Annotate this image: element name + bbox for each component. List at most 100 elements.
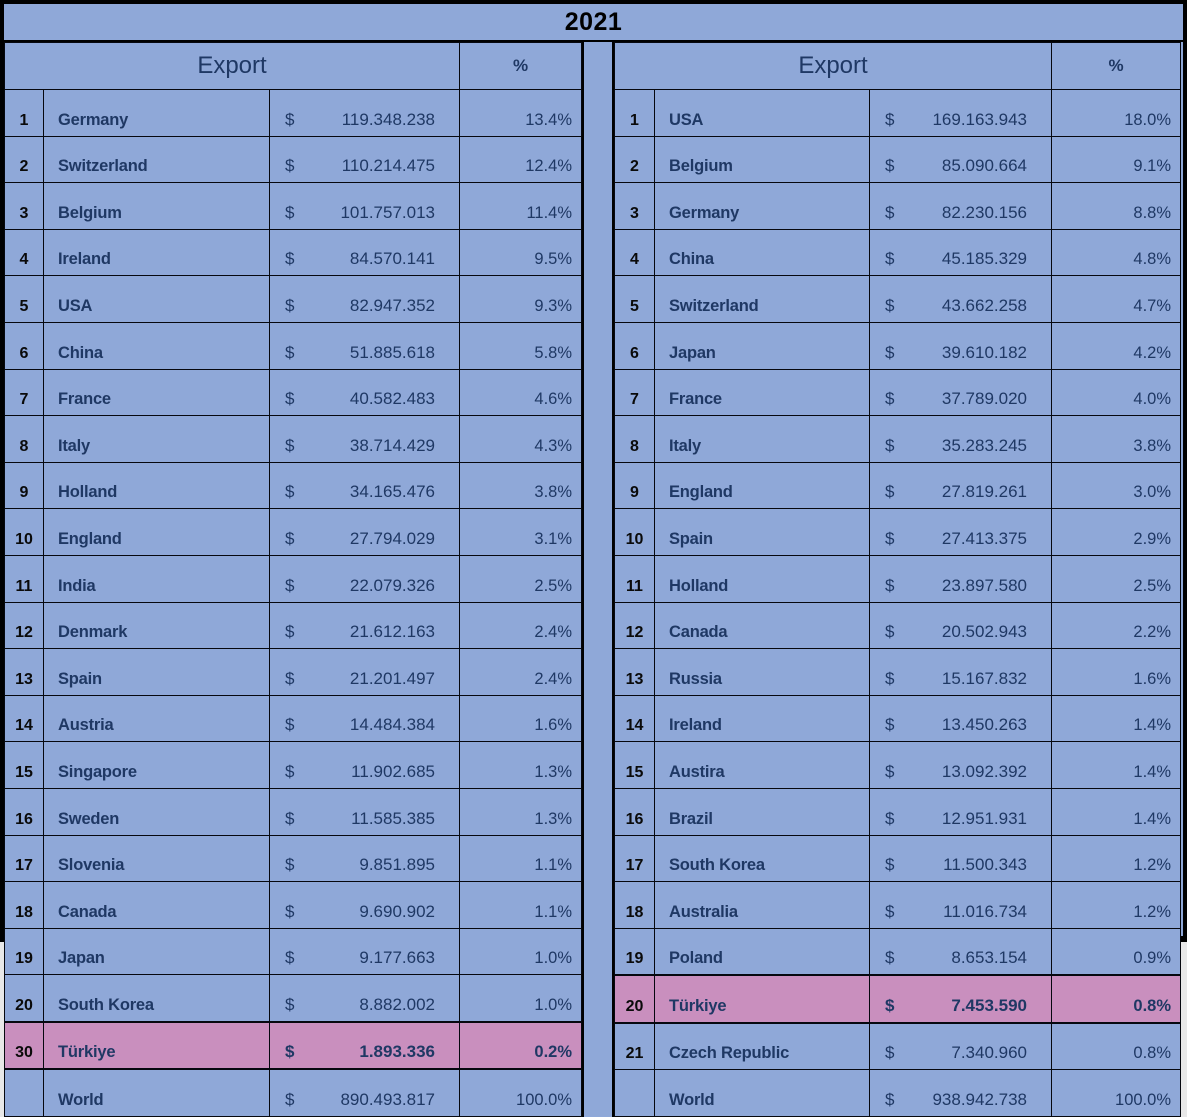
export-value: 13.450.263 xyxy=(941,715,1027,735)
rank-cell: 9 xyxy=(4,461,44,510)
currency-symbol: $ xyxy=(885,901,895,921)
rank-cell: 2 xyxy=(4,135,44,184)
country-cell: Czech Republic xyxy=(654,1022,870,1071)
export-value: 11.902.685 xyxy=(351,761,435,781)
export-value: 38.714.429 xyxy=(349,435,435,455)
rank-cell: 19 xyxy=(4,927,44,976)
value-cell: $890.493.817 xyxy=(269,1068,460,1117)
value-cell: $110.214.475 xyxy=(269,135,460,184)
export-value: 8.653.154 xyxy=(951,948,1027,968)
export-value: 84.570.141 xyxy=(349,249,435,269)
percent-cell: 1.3% xyxy=(459,787,582,836)
country-cell: Switzerland xyxy=(43,135,270,184)
percent-cell: 3.1% xyxy=(459,508,582,556)
export-table-right: Export % 1 USA $169.163.943 18.0% 2 Belgium $8… xyxy=(614,42,1181,1117)
percent-cell: 4.6% xyxy=(459,368,582,417)
rank-cell: 15 xyxy=(4,741,44,789)
country-cell: Ireland xyxy=(654,694,870,743)
rank-cell: 6 xyxy=(4,321,44,370)
percent-cell: 0.9% xyxy=(1051,927,1181,976)
country-cell: World xyxy=(43,1068,270,1117)
value-cell: $9.177.663 xyxy=(269,927,460,976)
table-row: 8 Italy $38.714.429 4.3% xyxy=(4,415,582,463)
percent-cell: 2.5% xyxy=(459,554,582,603)
table-row: 7 France $37.789.020 4.0% xyxy=(614,368,1181,417)
export-value: 1.893.336 xyxy=(359,1042,435,1062)
table-row: 3 Belgium $101.757.013 11.4% xyxy=(4,182,582,230)
country-cell: Austria xyxy=(43,694,270,743)
country-cell: Holland xyxy=(654,554,870,603)
table-row: 15 Singapore $11.902.685 1.3% xyxy=(4,741,582,789)
rank-cell: 12 xyxy=(4,601,44,650)
percent-cell: 18.0% xyxy=(1051,89,1181,137)
table-row: 12 Canada $20.502.943 2.2% xyxy=(614,601,1181,650)
percent-cell: 4.2% xyxy=(1051,321,1181,370)
country-cell: Italy xyxy=(43,415,270,463)
table-row: 16 Brazil $12.951.931 1.4% xyxy=(614,787,1181,836)
value-cell: $13.450.263 xyxy=(869,694,1052,743)
table-row: 10 England $27.794.029 3.1% xyxy=(4,508,582,556)
percent-cell: 3.8% xyxy=(1051,415,1181,463)
table-row: 4 Ireland $84.570.141 9.5% xyxy=(4,228,582,277)
currency-symbol: $ xyxy=(285,668,295,688)
currency-symbol: $ xyxy=(285,1090,295,1110)
country-cell: Russia xyxy=(654,648,870,696)
percent-cell: 3.0% xyxy=(1051,461,1181,510)
rank-cell: 21 xyxy=(614,1022,655,1071)
percent-cell: 1.4% xyxy=(1051,741,1181,789)
rank-cell: 12 xyxy=(614,601,655,650)
currency-symbol: $ xyxy=(285,295,295,315)
country-cell: Spain xyxy=(654,508,870,556)
percent-cell: 4.3% xyxy=(459,415,582,463)
percent-cell: 1.1% xyxy=(459,881,582,929)
table-row: World $890.493.817 100.0% xyxy=(4,1068,582,1117)
country-cell: Australia xyxy=(654,881,870,929)
export-value: 82.230.156 xyxy=(941,202,1027,222)
rank-cell: 20 xyxy=(4,974,44,1023)
rank-cell: 3 xyxy=(4,182,44,230)
rank-cell: 17 xyxy=(4,834,44,883)
rank-cell xyxy=(4,1068,44,1117)
percent-cell: 100.0% xyxy=(459,1068,582,1117)
currency-symbol: $ xyxy=(885,948,895,968)
country-cell: Ireland xyxy=(43,228,270,277)
value-cell: $13.092.392 xyxy=(869,741,1052,789)
table-row: 13 Spain $21.201.497 2.4% xyxy=(4,648,582,696)
export-value: 12.951.931 xyxy=(941,808,1027,828)
percent-cell: 1.1% xyxy=(459,834,582,883)
value-cell: $11.585.385 xyxy=(269,787,460,836)
value-cell: $119.348.238 xyxy=(269,89,460,137)
country-cell: England xyxy=(654,461,870,510)
table-row: 19 Poland $8.653.154 0.9% xyxy=(614,927,1181,976)
table-row: 18 Canada $9.690.902 1.1% xyxy=(4,881,582,929)
table-row: 1 Germany $119.348.238 13.4% xyxy=(4,89,582,137)
table-row: 17 Slovenia $9.851.895 1.1% xyxy=(4,834,582,883)
value-cell: $21.612.163 xyxy=(269,601,460,650)
export-value: 40.582.483 xyxy=(349,389,435,409)
rank-cell: 5 xyxy=(4,275,44,323)
table-row: 11 India $22.079.326 2.5% xyxy=(4,554,582,603)
percent-cell: 100.0% xyxy=(1051,1069,1181,1117)
rank-cell: 7 xyxy=(4,368,44,417)
rank-cell: 11 xyxy=(614,554,655,603)
report-year-title: 2021 xyxy=(4,4,1183,42)
percent-cell: 1.3% xyxy=(459,741,582,789)
value-cell: $14.484.384 xyxy=(269,694,460,743)
value-cell: $101.757.013 xyxy=(269,182,460,230)
currency-symbol: $ xyxy=(885,295,895,315)
currency-symbol: $ xyxy=(885,575,895,595)
percent-cell: 1.0% xyxy=(459,974,582,1023)
rank-cell: 18 xyxy=(614,881,655,929)
currency-symbol: $ xyxy=(885,109,895,129)
table-body-left: 1 Germany $119.348.238 13.4% 2 Switzerland $11… xyxy=(4,89,582,1117)
percent-cell: 4.7% xyxy=(1051,275,1181,323)
rank-cell: 17 xyxy=(614,834,655,883)
table-row: 13 Russia $15.167.832 1.6% xyxy=(614,648,1181,696)
country-cell: Poland xyxy=(654,927,870,976)
table-row: 19 Japan $9.177.663 1.0% xyxy=(4,927,582,976)
currency-symbol: $ xyxy=(285,994,295,1014)
rank-cell: 30 xyxy=(4,1020,44,1071)
currency-symbol: $ xyxy=(285,528,295,548)
table-row: 9 England $27.819.261 3.0% xyxy=(614,461,1181,510)
